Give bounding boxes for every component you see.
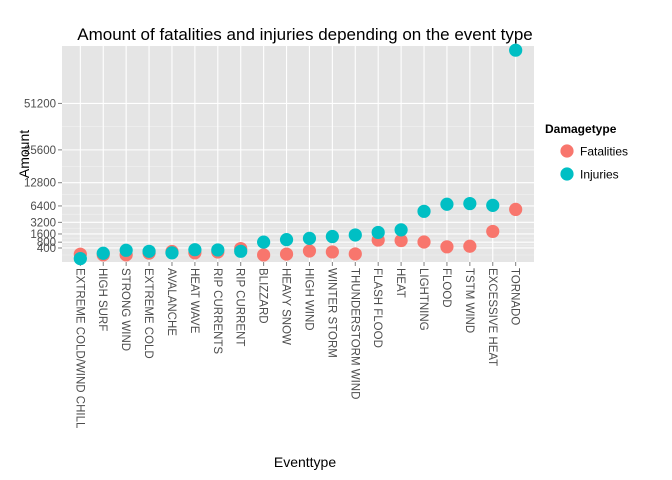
x-tick-label: FLASH FLOOD — [371, 268, 383, 348]
y-tick-label: 25600 — [24, 145, 56, 157]
injuries-point — [463, 196, 477, 211]
fatalities-point — [302, 244, 317, 258]
x-tick-label: THUNDERSTORM WIND — [348, 268, 360, 399]
y-tick-label: 51200 — [24, 98, 56, 110]
injuries-point — [417, 204, 431, 218]
fatalities-point — [417, 235, 431, 249]
fatalities-point — [325, 245, 339, 259]
injuries-point — [394, 223, 408, 237]
injuries-point — [188, 243, 202, 257]
injuries-point — [234, 244, 248, 258]
injuries-point — [302, 231, 317, 245]
fatalities-point — [440, 240, 454, 254]
x-tick-label: HIGH WIND — [302, 268, 314, 331]
fatalities-point — [348, 247, 362, 261]
injuries-point — [371, 225, 385, 240]
legend-key-fatalities — [560, 144, 574, 158]
injuries-point — [165, 246, 179, 260]
y-tick-label: 3200 — [30, 217, 56, 229]
legend-label-injuries: Injuries — [580, 168, 619, 182]
x-tick-label: HIGH SURF — [96, 268, 108, 331]
y-axis-title: Amount — [16, 130, 32, 178]
fatalities-point — [463, 239, 477, 253]
injuries-point — [486, 198, 500, 212]
fatalities-point — [279, 247, 294, 261]
fatalities-point — [257, 248, 271, 262]
x-tick-label: EXTREME COLD — [142, 268, 154, 359]
x-tick-label: TSTM WIND — [463, 268, 475, 333]
injuries-point — [142, 244, 156, 258]
y-tick-label: 800 — [37, 237, 56, 249]
x-tick-label: HEAT — [394, 268, 406, 298]
injuries-point — [73, 251, 87, 266]
data-points — [73, 43, 523, 266]
legend-label-fatalities: Fatalities — [580, 145, 628, 159]
x-tick-label: RIP CURRENTS — [211, 268, 223, 354]
x-tick-label: EXTREME COLD/WIND CHILL — [73, 268, 85, 429]
x-tick-label: STRONG WIND — [119, 268, 131, 351]
fatalities-point — [509, 202, 523, 217]
x-tick-label: WINTER STORM — [325, 268, 337, 358]
injuries-point — [257, 235, 271, 249]
injuries-point — [509, 43, 523, 57]
x-tick-label: RIP CURRENT — [234, 268, 246, 346]
y-tick-label: 6400 — [30, 201, 56, 213]
injuries-point — [279, 233, 294, 247]
legend-key-injuries — [560, 167, 574, 181]
fatalities-point — [394, 233, 408, 248]
injuries-point — [440, 197, 454, 211]
x-tick-label: LIGHTNING — [417, 268, 429, 331]
x-tick-label: TORNADO — [509, 268, 521, 325]
fatalities-point — [486, 224, 500, 239]
injuries-point — [96, 246, 110, 260]
x-axis-title: Eventtype — [274, 454, 336, 470]
x-tick-label: EXCESSIVE HEAT — [486, 268, 498, 366]
minor-gridlines — [62, 126, 534, 256]
x-tick-label: HEAVY SNOW — [280, 268, 292, 345]
y-tick-label: 1600 — [30, 229, 56, 241]
x-tick-label: AVALANCHE — [165, 268, 177, 336]
x-tick-label: FLOOD — [440, 268, 452, 308]
injuries-point — [348, 228, 362, 242]
legend-title: Damagetype — [545, 122, 617, 136]
legend: Damagetype Fatalities Injuries — [545, 122, 628, 182]
injuries-point — [119, 243, 133, 257]
injuries-point — [325, 229, 339, 244]
major-gridlines — [62, 46, 534, 262]
x-tick-label: HEAT WAVE — [188, 268, 200, 334]
injuries-point — [211, 243, 225, 257]
y-tick-label: 12800 — [24, 178, 56, 190]
plot-panel — [62, 46, 534, 262]
x-axis-ticks: EXTREME COLD/WIND CHILL HIGH SURF STRONG W… — [73, 262, 521, 429]
x-tick-label: BLIZZARD — [257, 268, 269, 324]
y-tick-label: 400 — [37, 243, 56, 255]
chart-title: Amount of fatalities and injuries depend… — [77, 25, 533, 44]
